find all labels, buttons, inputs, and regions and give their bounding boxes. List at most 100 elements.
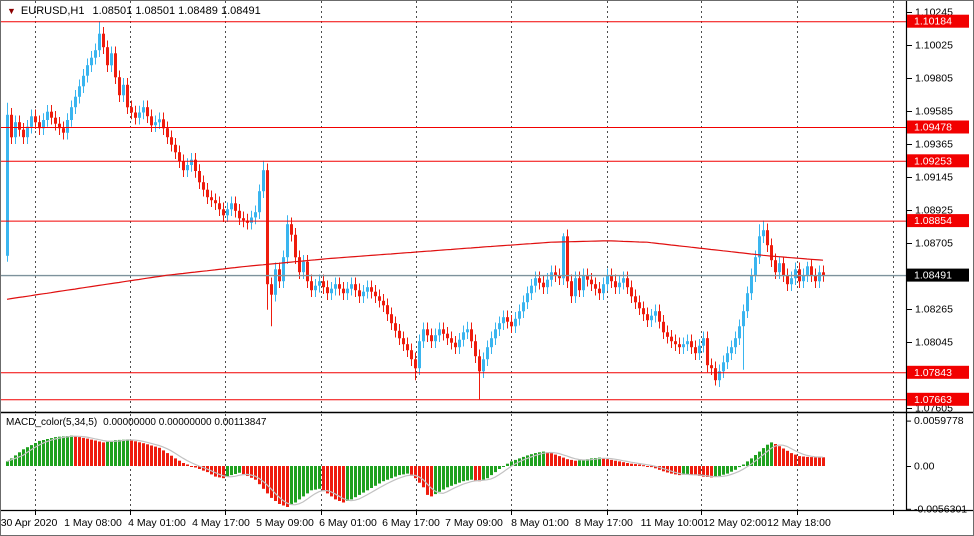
candle-body bbox=[330, 288, 333, 294]
candle-body bbox=[394, 323, 397, 331]
candle-body bbox=[338, 284, 341, 289]
candle-body bbox=[558, 275, 561, 279]
candle-body bbox=[790, 278, 793, 285]
candle-body bbox=[662, 321, 665, 333]
level-price-badge-text: 1.08854 bbox=[914, 215, 952, 227]
candle-body bbox=[358, 290, 361, 297]
candle-body bbox=[110, 53, 113, 66]
candle-body bbox=[254, 212, 257, 218]
candle-body bbox=[542, 282, 545, 288]
macd-bar bbox=[334, 466, 337, 500]
macd-bar bbox=[426, 466, 429, 495]
macd-bar bbox=[478, 466, 481, 482]
macd-bar bbox=[174, 458, 177, 466]
macd-bar bbox=[690, 466, 693, 475]
macd-bar bbox=[386, 466, 389, 480]
candle-body bbox=[342, 288, 345, 294]
candle-body bbox=[262, 170, 265, 192]
macd-bar bbox=[574, 460, 577, 466]
candle-body bbox=[574, 278, 577, 297]
macd-bar bbox=[794, 454, 797, 466]
macd-bar bbox=[734, 466, 737, 470]
macd-bar bbox=[786, 450, 789, 466]
candle-body bbox=[634, 296, 637, 303]
level-price-badge-text: 1.07663 bbox=[914, 394, 952, 406]
macd-bar bbox=[302, 466, 305, 497]
candle-body bbox=[94, 50, 97, 58]
candle-body bbox=[478, 356, 481, 372]
candle-body bbox=[486, 347, 489, 360]
macd-bar bbox=[106, 441, 109, 466]
candle-body bbox=[546, 279, 549, 288]
candle-body bbox=[658, 311, 661, 322]
candle-body bbox=[378, 296, 381, 301]
macd-bar bbox=[818, 457, 821, 466]
macd-bar bbox=[814, 457, 817, 466]
candle-body bbox=[822, 272, 825, 276]
candle-body bbox=[318, 281, 321, 286]
candle-body bbox=[50, 111, 53, 118]
candle-body bbox=[786, 275, 789, 285]
macd-bar bbox=[346, 466, 349, 501]
macd-bar bbox=[450, 466, 453, 486]
macd-histogram bbox=[6, 435, 825, 507]
candle-body bbox=[182, 161, 185, 171]
price-tick-label: 1.09145 bbox=[915, 172, 953, 184]
macd-bar bbox=[230, 466, 233, 476]
macd-bar bbox=[198, 466, 201, 469]
candle-body bbox=[646, 314, 649, 321]
macd-bar bbox=[134, 441, 137, 466]
macd-bar bbox=[274, 466, 277, 501]
macd-bar bbox=[6, 461, 9, 466]
macd-bar bbox=[58, 436, 61, 466]
macd-bar bbox=[406, 466, 409, 474]
level-price-badge bbox=[907, 14, 969, 28]
candle-body bbox=[590, 279, 593, 285]
candle-body bbox=[406, 344, 409, 351]
horizontal-level-lines[interactable] bbox=[1, 21, 906, 401]
price-axis-background bbox=[907, 1, 973, 535]
macd-bar bbox=[454, 466, 457, 485]
current-price-badge bbox=[907, 268, 969, 282]
macd-bar bbox=[674, 466, 677, 475]
candle-body bbox=[178, 152, 181, 162]
candle-body bbox=[502, 317, 505, 324]
macd-bar bbox=[402, 466, 405, 475]
candle-body bbox=[346, 288, 349, 294]
macd-bar bbox=[138, 442, 141, 467]
macd-bar bbox=[486, 466, 489, 479]
macd-bar bbox=[378, 466, 381, 484]
macd-bar bbox=[742, 464, 745, 466]
time-tick-label: 8 May 01:00 bbox=[511, 517, 569, 529]
candle-body bbox=[374, 291, 377, 297]
macd-tick-label: -0.0056301 bbox=[914, 503, 967, 515]
candle-body bbox=[158, 119, 161, 123]
candle-body bbox=[386, 305, 389, 315]
macd-bar bbox=[38, 440, 41, 466]
candle-body bbox=[54, 117, 57, 124]
candle-body bbox=[98, 33, 101, 51]
candle-body bbox=[282, 257, 285, 282]
macd-bar bbox=[470, 466, 473, 480]
candle-body bbox=[606, 275, 609, 285]
macd-bar bbox=[66, 436, 69, 466]
candle-body bbox=[498, 323, 501, 330]
macd-bar bbox=[306, 466, 309, 494]
macd-bar bbox=[802, 456, 805, 466]
macd-bar bbox=[782, 448, 785, 466]
current-price-badge-text: 1.08491 bbox=[914, 270, 952, 282]
macd-bar bbox=[258, 466, 261, 485]
symbol-dropdown-icon[interactable]: ▼ bbox=[7, 6, 16, 16]
macd-bar bbox=[18, 452, 21, 466]
macd-bar bbox=[806, 456, 809, 466]
macd-bar bbox=[598, 457, 601, 466]
macd-bar bbox=[142, 443, 145, 466]
macd-bar bbox=[694, 466, 697, 476]
candle-body bbox=[554, 272, 557, 276]
macd-bar bbox=[570, 459, 573, 466]
candle-body bbox=[190, 159, 193, 165]
macd-bar bbox=[30, 445, 33, 466]
macd-bar bbox=[270, 466, 273, 498]
